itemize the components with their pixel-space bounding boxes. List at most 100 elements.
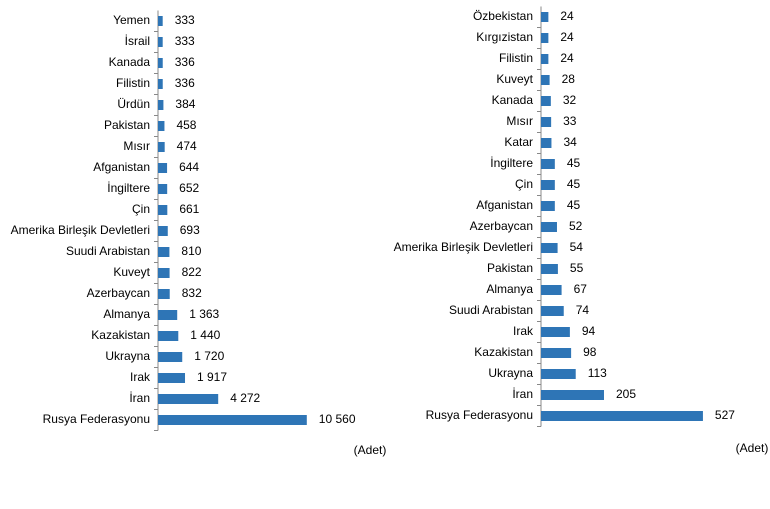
bar [541,243,558,253]
value-label: 24 [560,30,574,44]
value-label: 1 720 [194,349,224,363]
value-label: 4 272 [230,391,260,405]
value-label: 384 [175,97,195,111]
y-tick-label: Kanada [492,93,534,107]
value-label: 661 [179,202,199,216]
y-tick-label: Katar [504,135,533,149]
y-tick-label: Mısır [506,114,533,128]
value-label: 333 [175,34,195,48]
value-label: 98 [583,345,597,359]
bar [541,264,558,274]
bar [541,12,549,22]
bar [158,268,170,278]
bar [541,138,552,148]
bar [158,310,178,320]
bar [541,33,549,43]
value-label: 28 [562,72,576,86]
value-label: 94 [582,324,596,338]
bar [158,121,165,131]
bar [541,348,572,358]
value-label: 54 [570,240,584,254]
bar [541,159,555,169]
bar [158,16,163,26]
bar [541,411,703,421]
bar [158,415,307,425]
value-label: 644 [179,160,199,174]
y-tick-label: Rusya Federasyonu [426,408,533,422]
y-tick-label: Irak [130,370,151,384]
y-tick-label: Ukrayna [105,349,150,363]
y-tick-label: Pakistan [487,261,533,275]
bar [541,96,551,106]
bar [541,54,549,64]
y-tick-label: Yemen [113,13,150,27]
y-tick-label: Amerika Birleşik Devletleri [394,240,533,254]
value-label: 1 440 [190,328,220,342]
bar [158,331,179,341]
y-tick-label: Kuveyt [496,72,533,86]
bar [158,394,219,404]
y-tick-label: İsrail [125,34,150,48]
bar [541,390,604,400]
y-tick-label: Kırgızistan [476,30,533,44]
bar [541,222,557,232]
y-tick-label: Filistin [499,51,533,65]
bar [158,373,186,383]
bar [541,285,562,295]
value-label: 32 [563,93,577,107]
y-tick-label: Ürdün [117,97,150,111]
value-label: 113 [588,366,607,380]
unit-label: (Adet) [354,443,387,457]
bar [541,117,552,127]
value-label: 74 [576,303,590,317]
y-tick-label: İran [129,391,150,405]
unit-label: (Adet) [736,441,769,455]
value-label: 52 [569,219,583,233]
y-tick-label: Çin [132,202,150,216]
y-tick-label: Azerbaycan [470,219,533,233]
value-label: 67 [574,282,588,296]
bar [158,352,183,362]
value-label: 336 [175,55,195,69]
y-tick-label: Kazakistan [91,328,150,342]
value-label: 693 [180,223,200,237]
value-label: 474 [177,139,197,153]
y-tick-label: Afganistan [93,160,150,174]
value-label: 333 [175,13,195,27]
bar [158,37,163,47]
value-label: 55 [570,261,584,275]
y-tick-label: Özbekistan [473,9,533,23]
y-tick-label: Filistin [116,76,150,90]
value-label: 45 [567,156,581,170]
y-tick-label: Ukrayna [488,366,533,380]
bar [158,289,170,299]
value-label: 822 [182,265,202,279]
bar [158,247,170,257]
value-label: 458 [176,118,196,132]
value-label: 45 [567,198,581,212]
y-tick-label: Kanada [109,55,151,69]
y-tick-label: Afganistan [476,198,533,212]
value-label: 1 363 [189,307,219,321]
bar [541,369,576,379]
y-tick-label: Kuveyt [113,265,150,279]
value-label: 652 [179,181,199,195]
value-label: 34 [563,135,577,149]
value-label: 10 560 [319,412,356,426]
value-label: 45 [567,177,581,191]
value-label: 1 917 [197,370,227,384]
y-tick-label: İngiltere [490,156,533,170]
value-label: 205 [616,387,636,401]
value-label: 24 [560,9,574,23]
bar [158,226,168,236]
y-tick-label: Suudi Arabistan [449,303,533,317]
bar [158,79,163,89]
y-tick-label: Mısır [123,139,150,153]
bar [158,100,164,110]
y-tick-label: Kazakistan [474,345,533,359]
y-tick-label: Suudi Arabistan [66,244,150,258]
y-tick-label: Almanya [486,282,533,296]
value-label: 527 [715,408,735,422]
bar [158,58,163,68]
